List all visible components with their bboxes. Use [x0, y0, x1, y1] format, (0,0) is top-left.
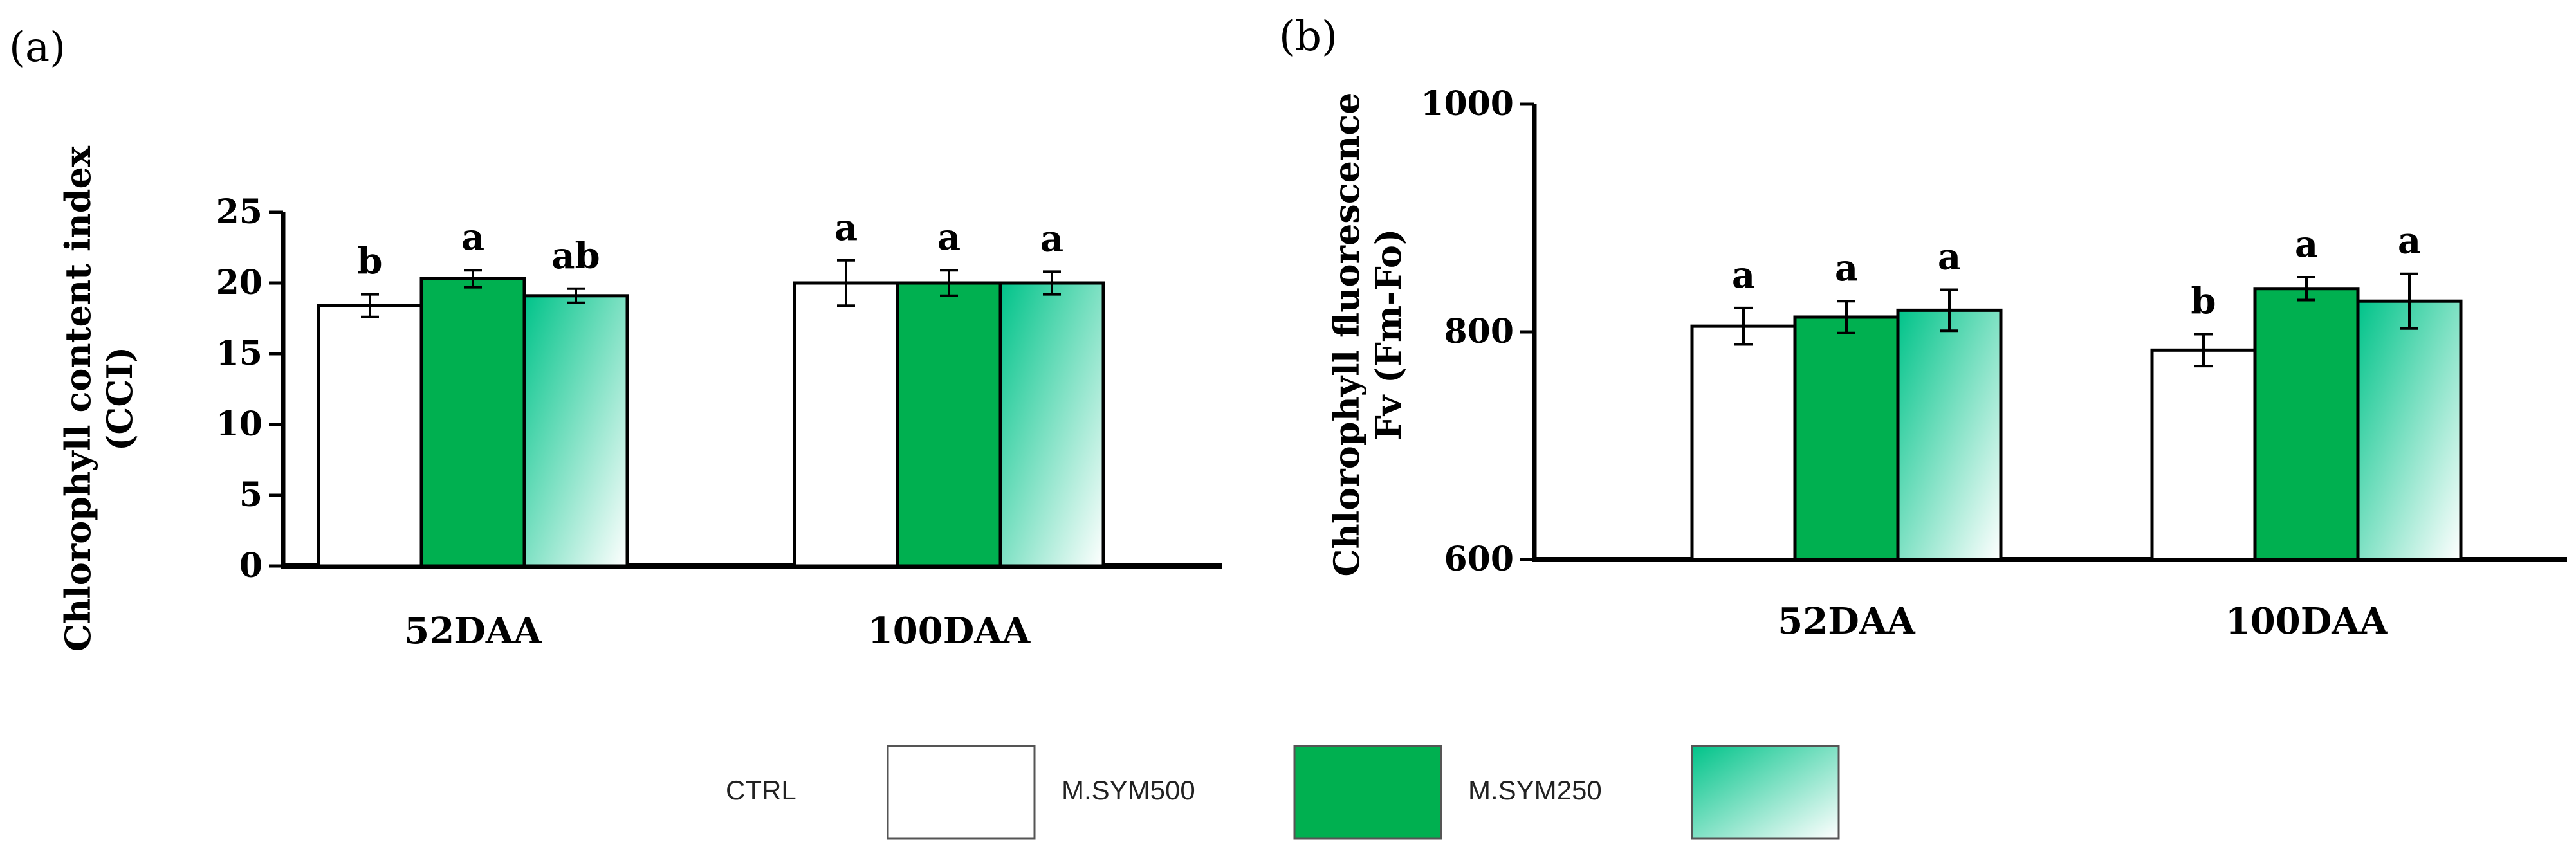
- bar-msym500-52daa: [1793, 315, 1900, 561]
- legend-swatch-ctrl: [887, 745, 1036, 840]
- y-tick-label-a: 0: [239, 546, 262, 585]
- chart-panel-b: (b) Chlorophyll fluorescence Fv (Fm-Fo) …: [1279, 13, 2567, 643]
- bar-msym250-100daa: [2356, 299, 2463, 561]
- bar-ctrl-52daa: [317, 304, 423, 568]
- significance-letter-msym250-100daa: a: [2398, 220, 2421, 262]
- category-label-52daa: 52DAA: [404, 610, 542, 652]
- bar-msym500-52daa: [419, 277, 526, 568]
- category-label-100daa: 100DAA: [2225, 600, 2389, 643]
- bar-msym250-52daa: [522, 294, 629, 568]
- legend-swatch-msym250: [1691, 745, 1840, 840]
- legend-label-msym250: M.SYM250: [1468, 775, 1602, 805]
- y-tick-label-a: 15: [216, 334, 262, 373]
- legend-label-ctrl: CTRL: [726, 775, 796, 805]
- y-tick-label-b: 1000: [1421, 84, 1514, 123]
- bar-msym500-100daa: [896, 281, 1002, 568]
- y-axis-title-a-line1: Chlorophyll content index: [57, 145, 98, 652]
- legend-swatch-msym500: [1293, 745, 1442, 840]
- bar-msym250-52daa: [1896, 308, 2003, 561]
- bar-ctrl-100daa: [793, 281, 899, 568]
- significance-letter-msym500-52daa: a: [1835, 247, 1858, 289]
- y-axis-title-a-line2: (CCI): [99, 347, 140, 451]
- significance-letter-msym500-52daa: a: [461, 216, 484, 259]
- y-axis-title-b-line1: Chlorophyll fluorescence: [1326, 93, 1367, 577]
- significance-letter-ctrl-52daa: b: [357, 241, 382, 283]
- y-axis-title-b-line2: Fv (Fm-Fo): [1368, 229, 1409, 441]
- category-label-100daa: 100DAA: [868, 610, 1031, 652]
- panel-label-a: (a): [9, 24, 66, 71]
- y-tick-label-a: 5: [239, 475, 262, 515]
- chart-panel-a: (a) Chlorophyll content index (CCI) 0 5 10…: [9, 24, 1222, 652]
- y-tick-label-a: 10: [216, 405, 262, 444]
- significance-letter-msym500-100daa: a: [937, 216, 961, 259]
- legend: CTRL M.SYM500 M.SYM250: [726, 745, 1840, 840]
- significance-letter-msym250-52daa: ab: [551, 235, 600, 277]
- y-tick-label-a: 25: [216, 192, 262, 232]
- bar-ctrl-100daa: [2150, 348, 2257, 561]
- panel-label-b: (b): [1279, 13, 1338, 60]
- significance-letter-ctrl-100daa: b: [2191, 280, 2216, 323]
- bar-ctrl-52daa: [1690, 324, 1797, 561]
- category-label-52daa: 52DAA: [1778, 600, 1916, 643]
- bar-msym250-100daa: [998, 281, 1105, 568]
- bar-msym500-100daa: [2253, 287, 2360, 561]
- y-tick-label-b: 600: [1444, 540, 1514, 579]
- legend-label-msym500: M.SYM500: [1062, 775, 1195, 805]
- significance-letter-ctrl-52daa: a: [1732, 254, 1755, 297]
- significance-letter-msym250-52daa: a: [1938, 236, 1961, 278]
- y-tick-label-a: 20: [216, 263, 262, 302]
- y-tick-label-b: 800: [1444, 312, 1514, 351]
- significance-letter-ctrl-100daa: a: [834, 206, 858, 249]
- significance-letter-msym250-100daa: a: [1040, 217, 1063, 260]
- significance-letter-msym500-100daa: a: [2295, 223, 2318, 266]
